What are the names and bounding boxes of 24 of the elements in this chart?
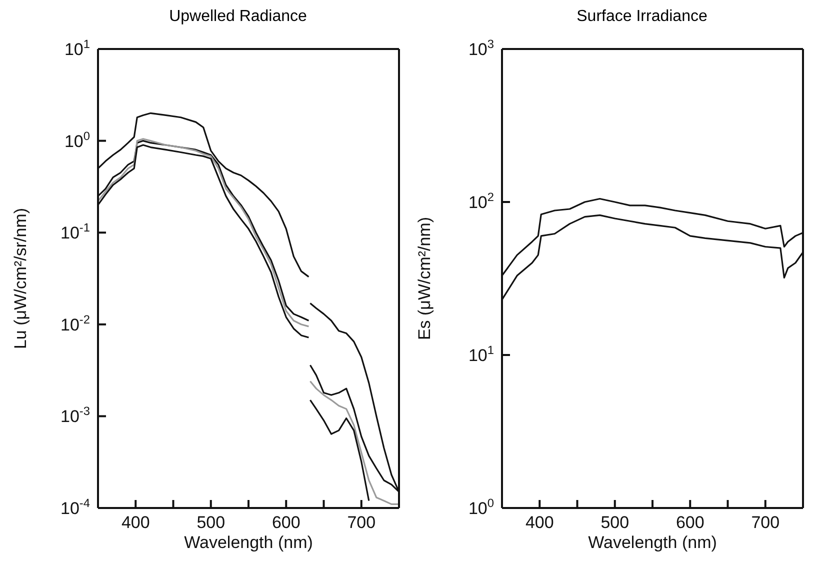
y-tick-label: 10$^{3}$ [468,37,494,59]
y-axis-title: Es (μW/cm²/nm) [415,216,434,340]
x-tick-label: 600 [272,513,300,532]
y-tick-label: 10$^{0}$ [468,496,494,518]
y-tick-label: 10$^{-3}$ [60,404,90,426]
chart-title: Upwelled Radiance [168,8,308,27]
y-tick-label: 10$^{-2}$ [60,312,90,334]
x-tick-label: 700 [751,513,780,532]
y-tick-label: 10$^{0}$ [64,128,90,151]
x-tick-label: 500 [196,513,226,532]
x-axis-title: Wavelength (nm) [184,533,313,552]
y-tick-label: 10$^{1}$ [468,343,494,365]
chart-title: Surface Irradiance [576,8,708,27]
x-tick-label: 500 [600,513,630,532]
x-tick-label: 700 [347,513,376,532]
y-axis-title: Lu (μW/cm²/sr/nm) [11,208,30,350]
x-tick-label: 400 [121,513,150,532]
y-tick-label: 10$^{-4}$ [60,496,90,518]
y-tick-label: 10$^{-1}$ [60,220,90,243]
y-tick-label: 10$^{1}$ [64,37,90,59]
x-tick-label: 400 [525,513,554,532]
x-tick-label: 600 [676,513,704,532]
x-axis-title: Wavelength (nm) [588,533,717,552]
y-tick-label: 10$^{2}$ [468,190,494,212]
